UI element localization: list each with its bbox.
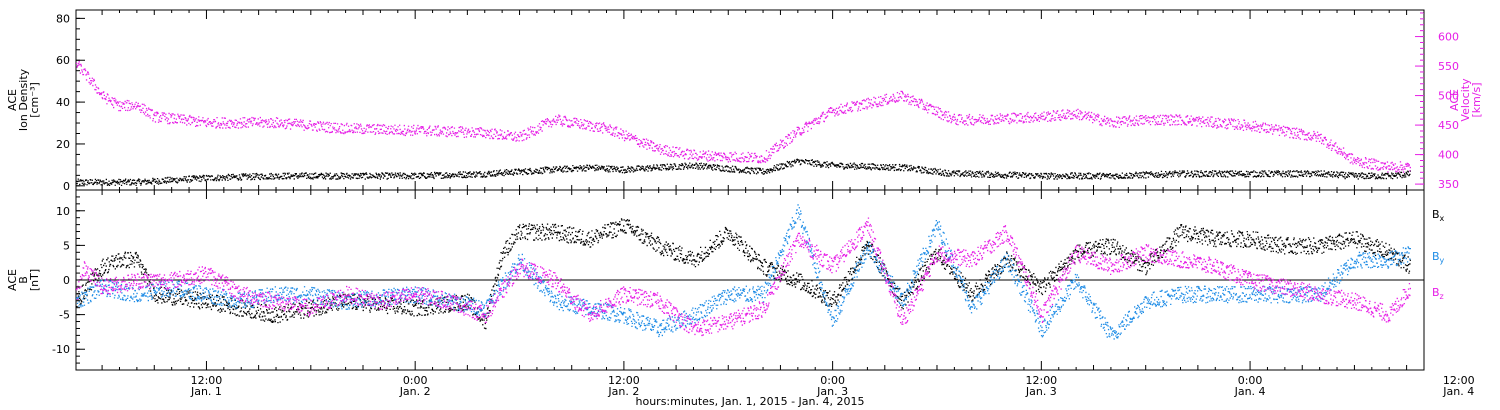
tick-label: 5 [63, 239, 70, 252]
ylabel-line: Velocity [1459, 78, 1472, 122]
b-by-points [76, 204, 1411, 340]
bottom-left-axis-ticks: -10 -5 0 5 10 [52, 189, 85, 371]
tick-label: 60 [56, 54, 70, 67]
tick-label: 80 [56, 12, 70, 25]
ion-density-points [76, 158, 1411, 186]
legend-bz: Bz [1432, 286, 1444, 301]
legend-subscript: y [1440, 256, 1445, 265]
x-tick-label-day: Jan. 1 [190, 385, 222, 398]
x-tick-label-day: Jan. 3 [816, 385, 848, 398]
tick-label: 450 [1438, 119, 1459, 132]
legend-by: By [1432, 250, 1445, 265]
ylabel-line: ACE [6, 269, 19, 291]
x-tick-label-day: Jan. 2 [607, 385, 639, 398]
b-bx-points [76, 218, 1411, 330]
velocity-points [76, 61, 1411, 173]
legend-subscript: x [1440, 214, 1445, 223]
legend-bx: Bx [1432, 208, 1445, 223]
legend-subscript: z [1440, 292, 1444, 301]
tick-label: 350 [1438, 178, 1459, 191]
ylabel-line: ACE [6, 89, 19, 111]
x-axis-label: hours:minutes, Jan. 1, 2015 - Jan. 4, 20… [636, 395, 865, 408]
x-tick-label-time: 0:00 [403, 374, 428, 387]
ylabel-line: [cm⁻³] [28, 82, 41, 118]
x-tick-label-day: Jan. 4 [1234, 385, 1266, 398]
ylabel-line: [km/s] [1470, 82, 1483, 117]
x-tick-label-time: 12:00 [1025, 374, 1057, 387]
tick-label: 500 [1438, 90, 1459, 103]
x-tick-label-time: 12:00 [191, 374, 223, 387]
x-tick-label-day: Jan. 2 [399, 385, 431, 398]
b-bx-series [76, 218, 1411, 330]
bottom-panel: -10 -5 0 5 10 ACEB[nT] Bx By Bz [6, 189, 1445, 371]
top-y2label: ACEVelocity[km/s] [1448, 78, 1483, 122]
ylabel-line: [nT] [28, 269, 41, 291]
x-tick-label-time: 0:00 [1238, 374, 1263, 387]
ion-density-series [76, 158, 1411, 186]
tick-label: 10 [56, 205, 70, 218]
tick-label: 20 [56, 138, 70, 151]
x-tick-label-day: Jan. 3 [1025, 385, 1057, 398]
x-tick-label-time: 0:00 [820, 374, 845, 387]
ylabel-line: Ion Density [17, 68, 30, 131]
tick-label: 40 [56, 96, 70, 109]
ylabel-line: B [17, 276, 30, 284]
b-by-series [76, 204, 1411, 340]
tick-label: -10 [52, 343, 70, 356]
bottom-ylabel: ACEB[nT] [6, 269, 41, 291]
x-tick-label-time: 12:00 [1443, 374, 1475, 387]
x-tick-label-time: 12:00 [608, 374, 640, 387]
tick-label: -5 [59, 309, 70, 322]
b-bz-points [76, 217, 1411, 337]
tick-label: 0 [63, 274, 70, 287]
b-bz-series [76, 217, 1411, 337]
ylabel-line: ACE [1448, 89, 1461, 111]
tick-label: 400 [1438, 149, 1459, 162]
tick-label: 550 [1438, 60, 1459, 73]
top-ylabel: ACEIon Density[cm⁻³] [6, 68, 41, 131]
tick-label: 600 [1438, 31, 1459, 44]
top-left-axis-ticks: 0 20 40 60 80 [56, 12, 85, 193]
bottom-panel-data [76, 204, 1411, 340]
x-tick-label-day: Jan. 4 [1442, 385, 1474, 398]
tick-label: 0 [63, 180, 70, 193]
top-panel-frame [75, 9, 1425, 191]
bottom-legend: Bx By Bz [1432, 208, 1445, 301]
velocity-series [76, 61, 1411, 173]
top-panel-data [76, 61, 1411, 186]
